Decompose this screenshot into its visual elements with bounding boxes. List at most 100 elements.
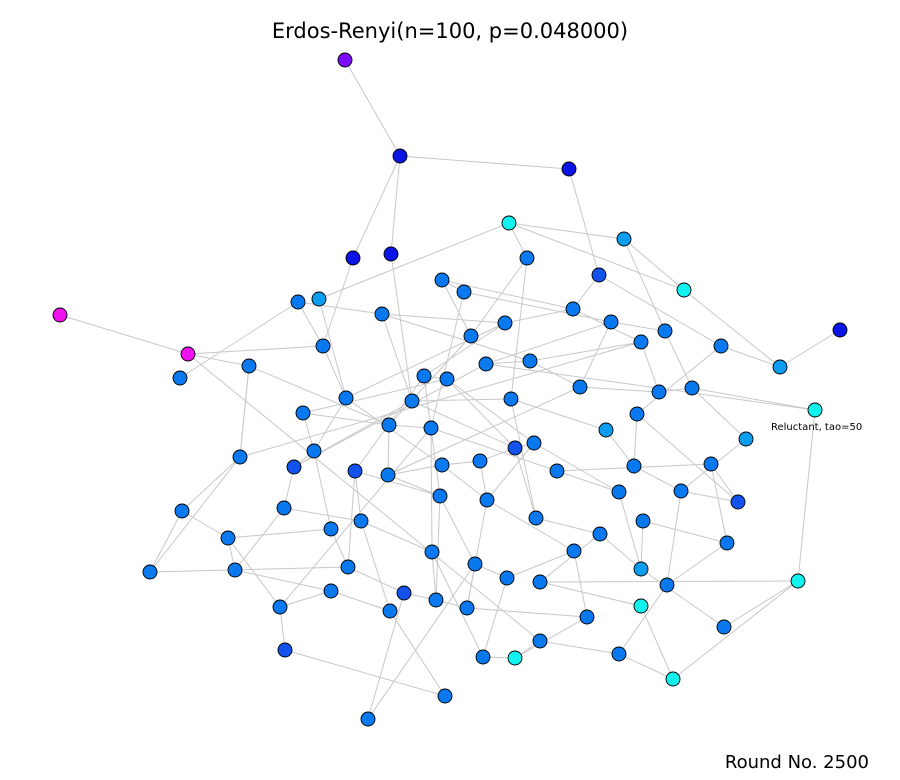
graph-edge — [720, 345, 781, 368]
graph-edge — [666, 490, 682, 586]
graph-edge — [181, 456, 241, 512]
graph-node — [475, 649, 491, 665]
graph-edge — [367, 592, 405, 720]
graph-node — [340, 559, 356, 575]
graph-node — [713, 338, 729, 354]
graph-edge — [623, 238, 685, 291]
graph-edge — [149, 456, 241, 573]
graph-node — [172, 370, 188, 386]
graph-node — [611, 646, 627, 662]
graph-edge — [633, 413, 638, 467]
graph-edge — [573, 550, 588, 618]
graph-node — [272, 599, 288, 615]
graph-node — [286, 459, 302, 475]
graph-node — [478, 356, 494, 372]
graph-edge — [640, 605, 674, 680]
graph-edge — [345, 322, 506, 399]
graph-edge — [430, 427, 433, 553]
graph-edge — [181, 510, 229, 539]
graph-edge — [411, 398, 512, 402]
graph-edge — [506, 550, 575, 579]
graph-node — [467, 556, 483, 572]
graph-node — [790, 573, 806, 589]
graph-node — [633, 598, 649, 614]
graph-edge — [605, 429, 635, 467]
graph-edge — [227, 528, 332, 539]
graph-node — [730, 494, 746, 510]
graph-node — [532, 633, 548, 649]
graph-node — [392, 148, 408, 164]
graph-edge — [642, 520, 728, 544]
graph-edge — [284, 649, 446, 697]
graph-edge — [387, 386, 581, 476]
node-layer — [52, 52, 848, 727]
graph-node — [507, 650, 523, 666]
graph-edge — [533, 442, 620, 493]
graph-node — [180, 346, 196, 362]
graph-node — [603, 314, 619, 330]
graph-node — [503, 391, 519, 407]
graph-node — [290, 294, 306, 310]
graph-edge — [381, 313, 531, 362]
graph-edge — [599, 533, 642, 570]
reluctant-node-label: Reluctant, tao=50 — [771, 422, 863, 433]
graph-edge — [431, 551, 437, 601]
graph-node — [434, 272, 450, 288]
graph-node — [52, 307, 68, 323]
graph-node — [241, 358, 257, 374]
graph-edge — [283, 507, 362, 522]
graph-edge — [666, 542, 728, 586]
graph-node — [499, 570, 515, 586]
graph-node — [142, 564, 158, 580]
graph-node — [738, 431, 754, 447]
graph-node — [360, 711, 376, 727]
graph-edge — [514, 616, 588, 659]
graph-node — [684, 380, 700, 396]
graph-node — [374, 306, 390, 322]
graph-edge — [149, 566, 349, 573]
graph-edge — [187, 353, 250, 367]
graph-edge — [508, 222, 625, 240]
graph-edge — [470, 257, 528, 337]
graph-node — [338, 390, 354, 406]
graph-edge — [423, 375, 441, 497]
graph-node — [507, 440, 523, 456]
graph-node — [501, 215, 517, 231]
graph-node — [382, 603, 398, 619]
graph-edge — [387, 424, 390, 476]
graph-edge — [387, 474, 441, 497]
graph-edge — [279, 590, 332, 608]
graph-node — [459, 600, 475, 616]
graph-edge — [344, 59, 401, 157]
graph-node — [572, 379, 588, 395]
graph-edge — [367, 563, 476, 720]
graph-edge — [322, 345, 347, 399]
round-counter: Round No. 2500 — [724, 752, 869, 773]
graph-edge — [297, 301, 324, 347]
graph-edge — [463, 291, 612, 323]
graph-node — [659, 577, 675, 593]
graph-edge — [610, 321, 666, 332]
graph-edge — [510, 398, 607, 431]
graph-edge — [664, 330, 693, 389]
graph-node — [549, 463, 565, 479]
graph-edge — [466, 499, 488, 609]
graph-node — [807, 402, 823, 418]
graph-edge — [390, 253, 413, 402]
graph-edge — [149, 510, 183, 573]
graph-edge — [680, 490, 739, 503]
graph-node — [626, 458, 642, 474]
graph-edge — [227, 537, 281, 608]
graph-node — [323, 583, 339, 599]
graph-edge — [568, 168, 600, 276]
graph-edge — [466, 607, 588, 618]
graph-edge — [322, 257, 354, 347]
graph-edge — [529, 341, 642, 362]
graph-edge — [446, 378, 535, 444]
graph-edge — [411, 400, 516, 449]
graph-edge — [618, 653, 674, 680]
graph-edge — [354, 470, 362, 522]
graph-node — [315, 338, 331, 354]
graph-node — [479, 492, 495, 508]
